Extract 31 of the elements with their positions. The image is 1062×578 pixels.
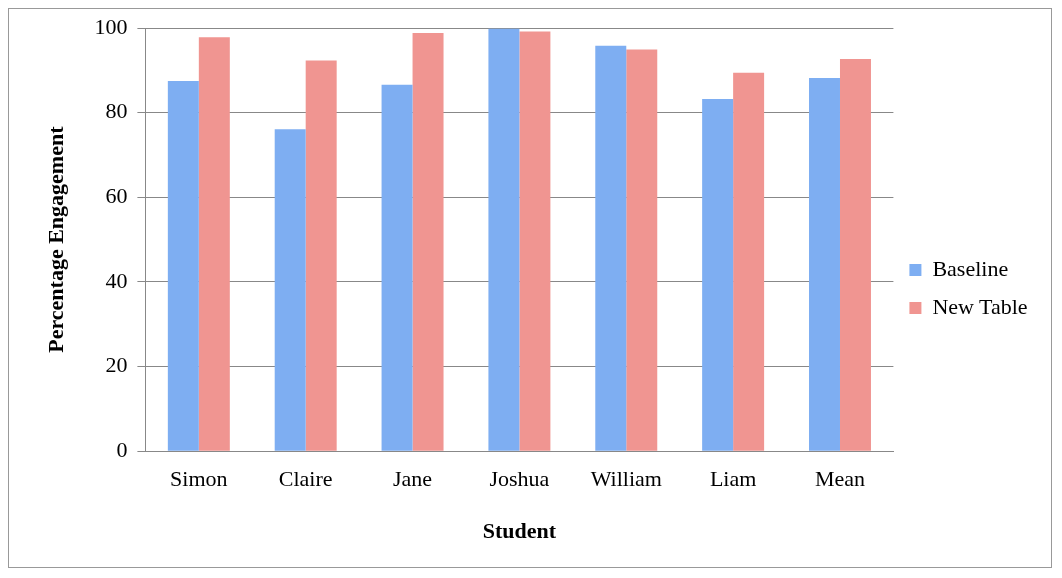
bar	[381, 84, 413, 451]
y-tick-label: 80	[105, 98, 128, 124]
x-tick-label: Joshua	[489, 466, 550, 492]
bar	[167, 80, 199, 451]
bar	[198, 37, 230, 451]
bar	[809, 77, 840, 451]
bar	[626, 49, 658, 451]
x-tick-label: Claire	[278, 466, 333, 492]
x-tick-label: Mean	[814, 466, 866, 492]
bar	[488, 28, 520, 451]
bar	[519, 31, 551, 451]
x-tick-label: Simon	[170, 466, 228, 492]
x-tick-label: William	[590, 466, 662, 492]
bar	[839, 58, 871, 451]
bar	[702, 99, 734, 451]
x-axis-title: Student	[482, 518, 557, 544]
x-tick-label: Jane	[393, 466, 433, 492]
y-tick-label: 0	[116, 436, 128, 462]
x-tick-label: Liam	[709, 466, 757, 492]
y-tick-label: 40	[105, 267, 128, 293]
y-axis-title: Percentage Engagement	[42, 125, 68, 353]
y-tick-label: 100	[94, 13, 128, 39]
legend-label: New Table	[932, 293, 1028, 319]
bar	[412, 33, 444, 451]
bar	[595, 45, 627, 451]
bar	[733, 72, 765, 451]
bar	[274, 129, 306, 451]
y-tick-label: 60	[105, 183, 128, 209]
y-tick-label: 20	[105, 352, 128, 378]
bar	[305, 60, 337, 451]
legend-label: Baseline	[932, 255, 1009, 281]
